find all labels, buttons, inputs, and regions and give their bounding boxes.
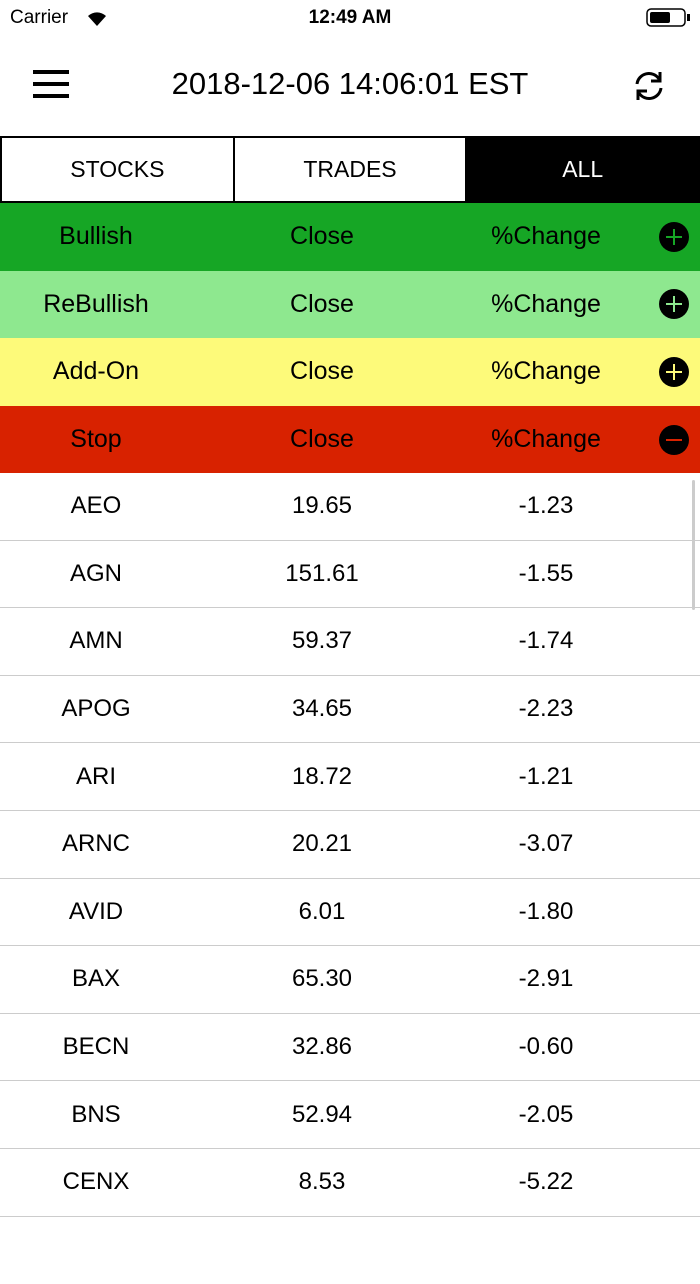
section-label: Add-On: [52, 357, 140, 386]
table-row[interactable]: ARI 18.72 -1.21: [0, 743, 700, 811]
change: -2.23: [518, 695, 574, 723]
symbol: AVID: [68, 897, 124, 925]
change: -0.60: [518, 1033, 574, 1061]
tab[interactable]: TRADES: [235, 138, 468, 201]
section-change: %Change: [491, 289, 601, 318]
menu-button[interactable]: [33, 70, 69, 100]
close: 52.94: [291, 1100, 353, 1128]
table-row[interactable]: APOG 34.65 -2.23: [0, 676, 700, 744]
symbol: BAX: [71, 965, 121, 993]
close: 32.86: [291, 1033, 353, 1061]
symbol: APOG: [61, 695, 131, 723]
symbol: BNS: [71, 1100, 121, 1128]
symbol: ARI: [75, 762, 116, 790]
section-change: %Change: [491, 222, 601, 251]
close: 8.53: [298, 1168, 346, 1196]
nav-bar: 2018-12-06 14:06:01 EST: [0, 36, 700, 136]
clock: 12:49 AM: [308, 7, 392, 28]
toggle-icon[interactable]: [658, 271, 690, 339]
section-header[interactable]: Add-On Close %Change: [0, 338, 700, 406]
table-row[interactable]: ARNC 20.21 -3.07: [0, 811, 700, 879]
change: -2.05: [518, 1100, 574, 1128]
close: 151.61: [285, 559, 359, 587]
section-change: %Change: [491, 425, 601, 454]
close: 18.72: [291, 762, 353, 790]
section-close: Close: [290, 289, 354, 318]
section-header[interactable]: ReBullish Close %Change: [0, 270, 700, 339]
carrier: Carrier: [10, 7, 69, 28]
table-row[interactable]: AMN 59.37 -1.74: [0, 608, 700, 676]
section-close: Close: [290, 357, 354, 386]
table-row[interactable]: CENX 8.53 -5.22: [0, 1149, 700, 1217]
symbol: AMN: [69, 627, 123, 655]
symbol: BECN: [62, 1033, 130, 1061]
symbol: ARNC: [61, 830, 130, 858]
section-label: ReBullish: [43, 289, 149, 318]
section-label: Bullish: [59, 222, 133, 251]
wifi-icon: [88, 12, 106, 26]
close: 20.21: [291, 830, 353, 858]
table-row[interactable]: AEO 19.65 -1.23: [0, 473, 700, 541]
tab-bar: STOCKS TRADES ALL: [0, 136, 700, 203]
page: {"status_bar":{"carrier":"Carrier","time…: [0, 0, 700, 1217]
table-row[interactable]: AGN 151.61 -1.55: [0, 541, 700, 609]
section-header[interactable]: Bullish Close %Change: [0, 203, 700, 271]
table-row[interactable]: BAX 65.30 -2.91: [0, 946, 700, 1014]
symbol: AEO: [70, 492, 122, 520]
change: -1.55: [518, 559, 574, 587]
section-change: %Change: [491, 357, 601, 386]
section-close: Close: [290, 222, 354, 251]
change: -1.21: [518, 762, 574, 790]
change: -1.23: [518, 492, 574, 520]
change: -1.74: [518, 627, 574, 655]
toggle-icon[interactable]: [658, 338, 690, 406]
tab[interactable]: STOCKS: [2, 138, 235, 201]
toggle-icon[interactable]: [658, 406, 690, 474]
nav-title: 2018-12-06 14:06:01 EST: [171, 66, 529, 101]
scroll-indicator: [692, 480, 695, 610]
table-row[interactable]: AVID 6.01 -1.80: [0, 879, 700, 947]
table-row[interactable]: BECN 32.86 -0.60: [0, 1014, 700, 1082]
close: 65.30: [291, 965, 353, 993]
battery-icon: [646, 8, 690, 27]
table-row[interactable]: [0, 1217, 700, 1284]
close: 6.01: [298, 897, 346, 925]
close: 19.65: [291, 492, 353, 520]
section-header[interactable]: Stop Close %Change: [0, 405, 700, 474]
table-row[interactable]: BNS 52.94 -2.05: [0, 1081, 700, 1149]
screen: Carrier 12:49 AM 2018-12-06 14:06:01 EST…: [0, 0, 700, 1217]
change: -5.22: [518, 1168, 574, 1196]
change: -2.91: [518, 965, 574, 993]
symbol: CENX: [62, 1168, 130, 1196]
refresh-button[interactable]: [632, 69, 666, 103]
section-label: Stop: [70, 425, 122, 454]
close: 59.37: [291, 627, 353, 655]
close: 34.65: [291, 695, 353, 723]
change: -1.80: [518, 897, 574, 925]
change: -3.07: [518, 830, 574, 858]
toggle-icon[interactable]: [658, 203, 690, 271]
symbol: AGN: [69, 559, 122, 587]
section-close: Close: [290, 425, 354, 454]
tab[interactable]: ALL: [467, 138, 699, 201]
status-bar: Carrier 12:49 AM: [0, 0, 700, 36]
